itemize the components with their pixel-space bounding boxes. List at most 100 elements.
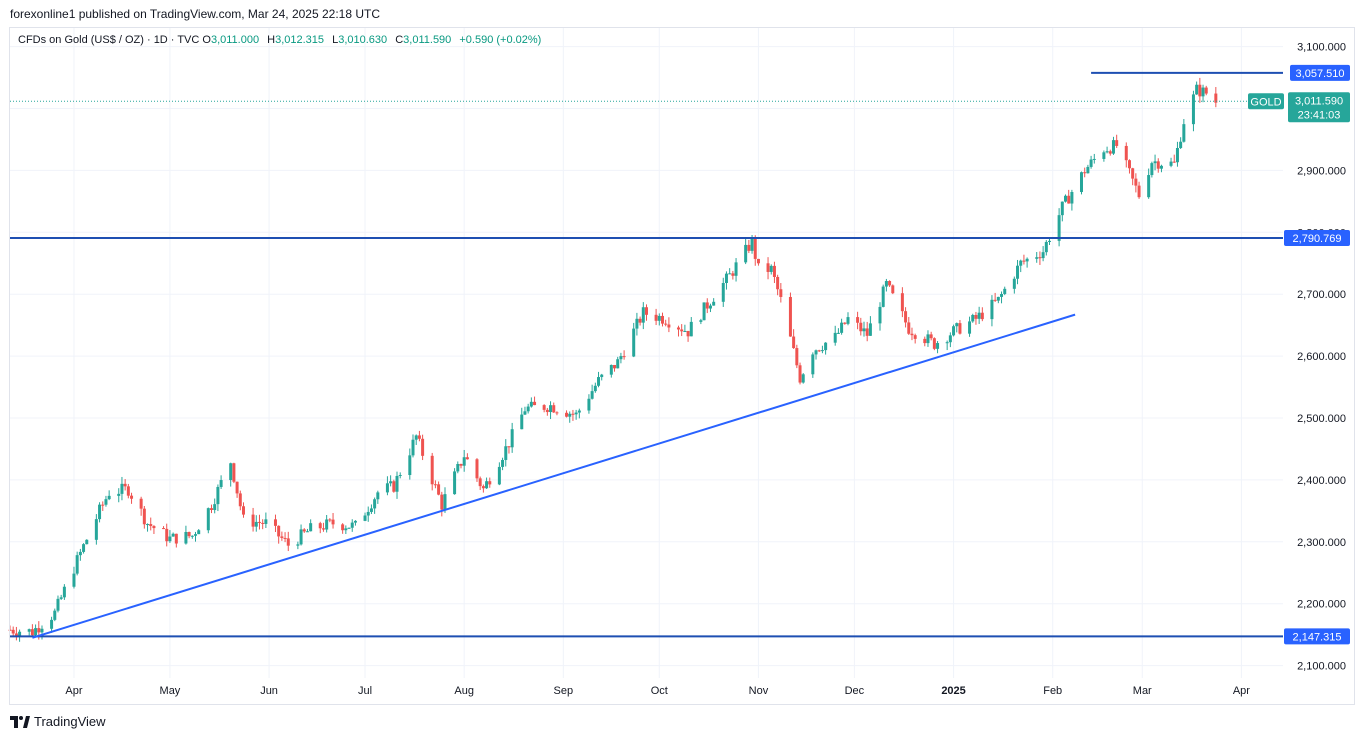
candle-body [657, 315, 661, 321]
x-tick-label: Jun [260, 685, 278, 697]
candle-body [344, 528, 348, 531]
candle-body [1070, 192, 1074, 204]
candle-body [462, 457, 466, 466]
y-tick-label: 2,700.000 [1297, 289, 1346, 301]
candle-body [836, 332, 840, 334]
candle-body [213, 504, 217, 510]
candle-body [72, 573, 76, 587]
candle-body [1150, 163, 1154, 176]
candle-body [878, 306, 882, 324]
candle-body [683, 330, 687, 332]
candle-body [305, 531, 309, 533]
candle-body [795, 348, 799, 366]
candle-body [475, 459, 479, 479]
tradingview-logo-icon [10, 715, 30, 728]
x-tick-label: Sep [554, 685, 574, 697]
y-tick-label: 2,400.000 [1297, 475, 1346, 487]
candle-body [219, 480, 223, 487]
candle-body [14, 633, 18, 636]
candle-body [123, 483, 127, 487]
candle-body [94, 519, 98, 540]
candle-body [1179, 141, 1183, 148]
candle-body [545, 409, 549, 413]
candle-body [1147, 175, 1151, 198]
candle-body [1086, 166, 1090, 174]
candle-body [843, 322, 847, 324]
candle-body [635, 318, 639, 329]
candle-body [302, 529, 306, 532]
candle-body [1060, 201, 1064, 216]
candle-body [264, 519, 268, 524]
low-label: L [332, 34, 339, 46]
candle-body [747, 244, 751, 251]
candle-body [744, 244, 748, 263]
candle-body [766, 263, 770, 272]
candle-body [881, 286, 885, 307]
candle-body [376, 492, 380, 500]
candle-body [478, 478, 482, 487]
candle-body [1089, 159, 1093, 167]
candle-body [481, 486, 485, 489]
candle-body [904, 311, 908, 323]
close-label: C [395, 34, 404, 46]
candle-body [862, 328, 866, 332]
candle-body [776, 276, 780, 290]
candle-body [1092, 158, 1096, 160]
candle-body [750, 237, 754, 251]
candle-body [414, 435, 418, 440]
candle-body [1048, 240, 1052, 242]
candle-body [53, 610, 57, 620]
candle-body [149, 524, 153, 527]
candle-body [756, 258, 760, 264]
candle-body [779, 289, 783, 297]
x-tick-label: Dec [845, 685, 865, 697]
candle-body [884, 281, 888, 287]
candle-body [363, 515, 367, 521]
y-tick-label: 2,500.000 [1297, 413, 1346, 425]
x-tick-label: Feb [1043, 685, 1062, 697]
candle-body [926, 334, 930, 344]
candle-body [1016, 265, 1020, 279]
candle-body [955, 323, 959, 327]
low-value: 3,010.630 [338, 34, 388, 46]
candle-body [977, 312, 981, 319]
published-caption: forexonline1 published on TradingView.co… [10, 7, 381, 21]
symbol-title[interactable]: CFDs on Gold (US$ / OZ) · 1D · TVC [18, 34, 200, 46]
ath-badge-label: 3,057.510 [1296, 68, 1345, 80]
candle-body [600, 374, 604, 378]
candle-body [190, 535, 194, 537]
candle-body [1124, 145, 1128, 161]
level-badge [1284, 230, 1350, 247]
candle-body [1012, 278, 1016, 289]
candle-body [1000, 293, 1004, 297]
candle-body [597, 377, 601, 386]
candle-body [56, 598, 60, 611]
tradingview-brand[interactable]: TradingView [10, 714, 106, 729]
candle-body [996, 296, 1000, 301]
candle-body [571, 413, 575, 415]
candle-body [817, 350, 821, 352]
candle-body [187, 531, 191, 537]
candle-body [216, 486, 220, 505]
candle-body [85, 539, 89, 545]
candle-body [1035, 257, 1039, 259]
candle-body [565, 412, 569, 417]
candle-body [366, 511, 370, 516]
candle-body [936, 343, 940, 349]
candle-body [1038, 257, 1042, 259]
change-value: +0.590 (+0.02%) [459, 34, 542, 46]
candle-body [59, 597, 63, 599]
candle-body [1111, 140, 1115, 154]
candle-body [392, 481, 396, 492]
candle-body [440, 494, 444, 510]
candle-body [699, 320, 703, 322]
candle-body [232, 463, 236, 482]
candle-body [619, 356, 623, 360]
candle-body [616, 359, 620, 369]
candle-body [686, 330, 690, 337]
candle-body [347, 527, 351, 529]
candle-body [389, 481, 393, 484]
candle-body [1156, 161, 1160, 169]
candle-body [1041, 252, 1045, 259]
